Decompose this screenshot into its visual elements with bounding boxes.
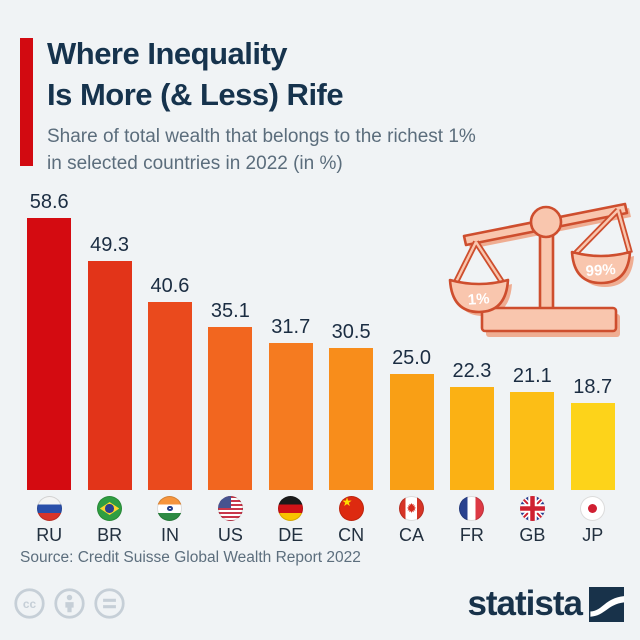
right-pan-label: 99% [585, 261, 616, 280]
japan-flag-icon [580, 496, 606, 521]
bar-us [208, 327, 253, 490]
bar-jp [570, 403, 615, 490]
india-flag-icon [157, 496, 183, 521]
unbalanced-scale-illustration: 1% 99% [444, 190, 636, 342]
subtitle-line-1: Share of total wealth that belongs to th… [47, 126, 476, 147]
source-note: Source: Credit Suisse Global Wealth Repo… [20, 549, 361, 566]
bar-gb [510, 392, 555, 490]
bar-value-label: 40.6 [150, 275, 190, 297]
country-code-label: GB [519, 525, 546, 545]
bar-br [87, 261, 132, 490]
svg-text:cc: cc [23, 597, 37, 611]
bar-fr [449, 387, 494, 490]
country-code-label: IN [160, 525, 179, 545]
scale-icon: 1% 99% [448, 202, 634, 337]
title-line-1: Where Inequality [47, 36, 288, 71]
bar-value-label: 35.1 [210, 300, 250, 322]
country-code-label: DE [278, 525, 304, 545]
country-code-label: CN [338, 525, 365, 545]
country-code-label: BR [97, 525, 123, 545]
usa-flag-icon [217, 496, 243, 521]
bar-group-ca: 25.0 CA [381, 166, 441, 546]
france-flag-icon [459, 496, 485, 521]
subtitle-line-2: in selected countries in 2022 (in %) [47, 152, 343, 174]
bar-value-label: 25.0 [392, 347, 431, 369]
brazil-flag-icon [97, 496, 123, 521]
bar-group-in: 40.6 IN [140, 166, 200, 546]
left-pan-label: 1% [467, 290, 490, 308]
bar-value-label: 18.7 [573, 376, 613, 398]
bar-value-label: 30.5 [331, 321, 371, 343]
bar-chart: 58.6 RU 49.3 BR 40.6 IN 35.1 US 31.7 [19, 166, 623, 546]
country-code-label: JP [582, 525, 604, 545]
uk-flag-icon [519, 496, 545, 521]
canada-flag-icon [399, 496, 425, 521]
bar-group-de: 31.7 DE [261, 166, 321, 546]
title-accent-bar [20, 38, 33, 166]
bar-group-us: 35.1 US [200, 166, 260, 546]
page-title: Where Inequality Is More (& Less) Rife [47, 34, 344, 116]
bar-in [147, 302, 192, 490]
bar-ca [389, 374, 434, 490]
bar-value-label: 21.1 [512, 365, 552, 387]
country-code-label: US [217, 525, 243, 545]
germany-flag-icon [278, 496, 304, 521]
bar-group-fr: 22.3 FR [442, 166, 502, 546]
page-subtitle: Share of total wealth that belongs to th… [47, 124, 476, 177]
bar-value-label: 22.3 [452, 360, 492, 382]
country-code-label: CA [399, 525, 425, 545]
title-line-2: Is More (& Less) Rife [47, 76, 344, 112]
license-icons[interactable]: cc [13, 587, 126, 620]
statista-logo[interactable]: statista [467, 584, 624, 624]
bar-group-br: 49.3 BR [79, 166, 139, 546]
bar-group-jp: 18.7 JP [563, 166, 623, 546]
cc-icon[interactable]: cc [13, 587, 46, 620]
bar-value-label: 31.7 [271, 316, 311, 338]
attribution-icon[interactable] [53, 587, 86, 620]
country-code-label: FR [459, 525, 484, 545]
bar-group-cn: 30.5 ★ CN [321, 166, 381, 546]
bar-value-label: 58.6 [29, 191, 69, 213]
statista-logo-mark-icon [589, 586, 624, 622]
bar-ru [27, 218, 72, 490]
bar-value-label: 49.3 [90, 234, 130, 256]
bar-cn [329, 348, 374, 490]
statista-wordmark: statista [467, 584, 583, 623]
russia-flag-icon [36, 496, 62, 521]
equals-icon[interactable] [93, 587, 126, 620]
bar-group-gb: 21.1 GB [502, 166, 562, 546]
bar-de [268, 343, 313, 490]
china-flag-icon: ★ [338, 496, 364, 521]
bar-group-ru: 58.6 RU [19, 166, 79, 546]
country-code-label: RU [36, 525, 63, 545]
